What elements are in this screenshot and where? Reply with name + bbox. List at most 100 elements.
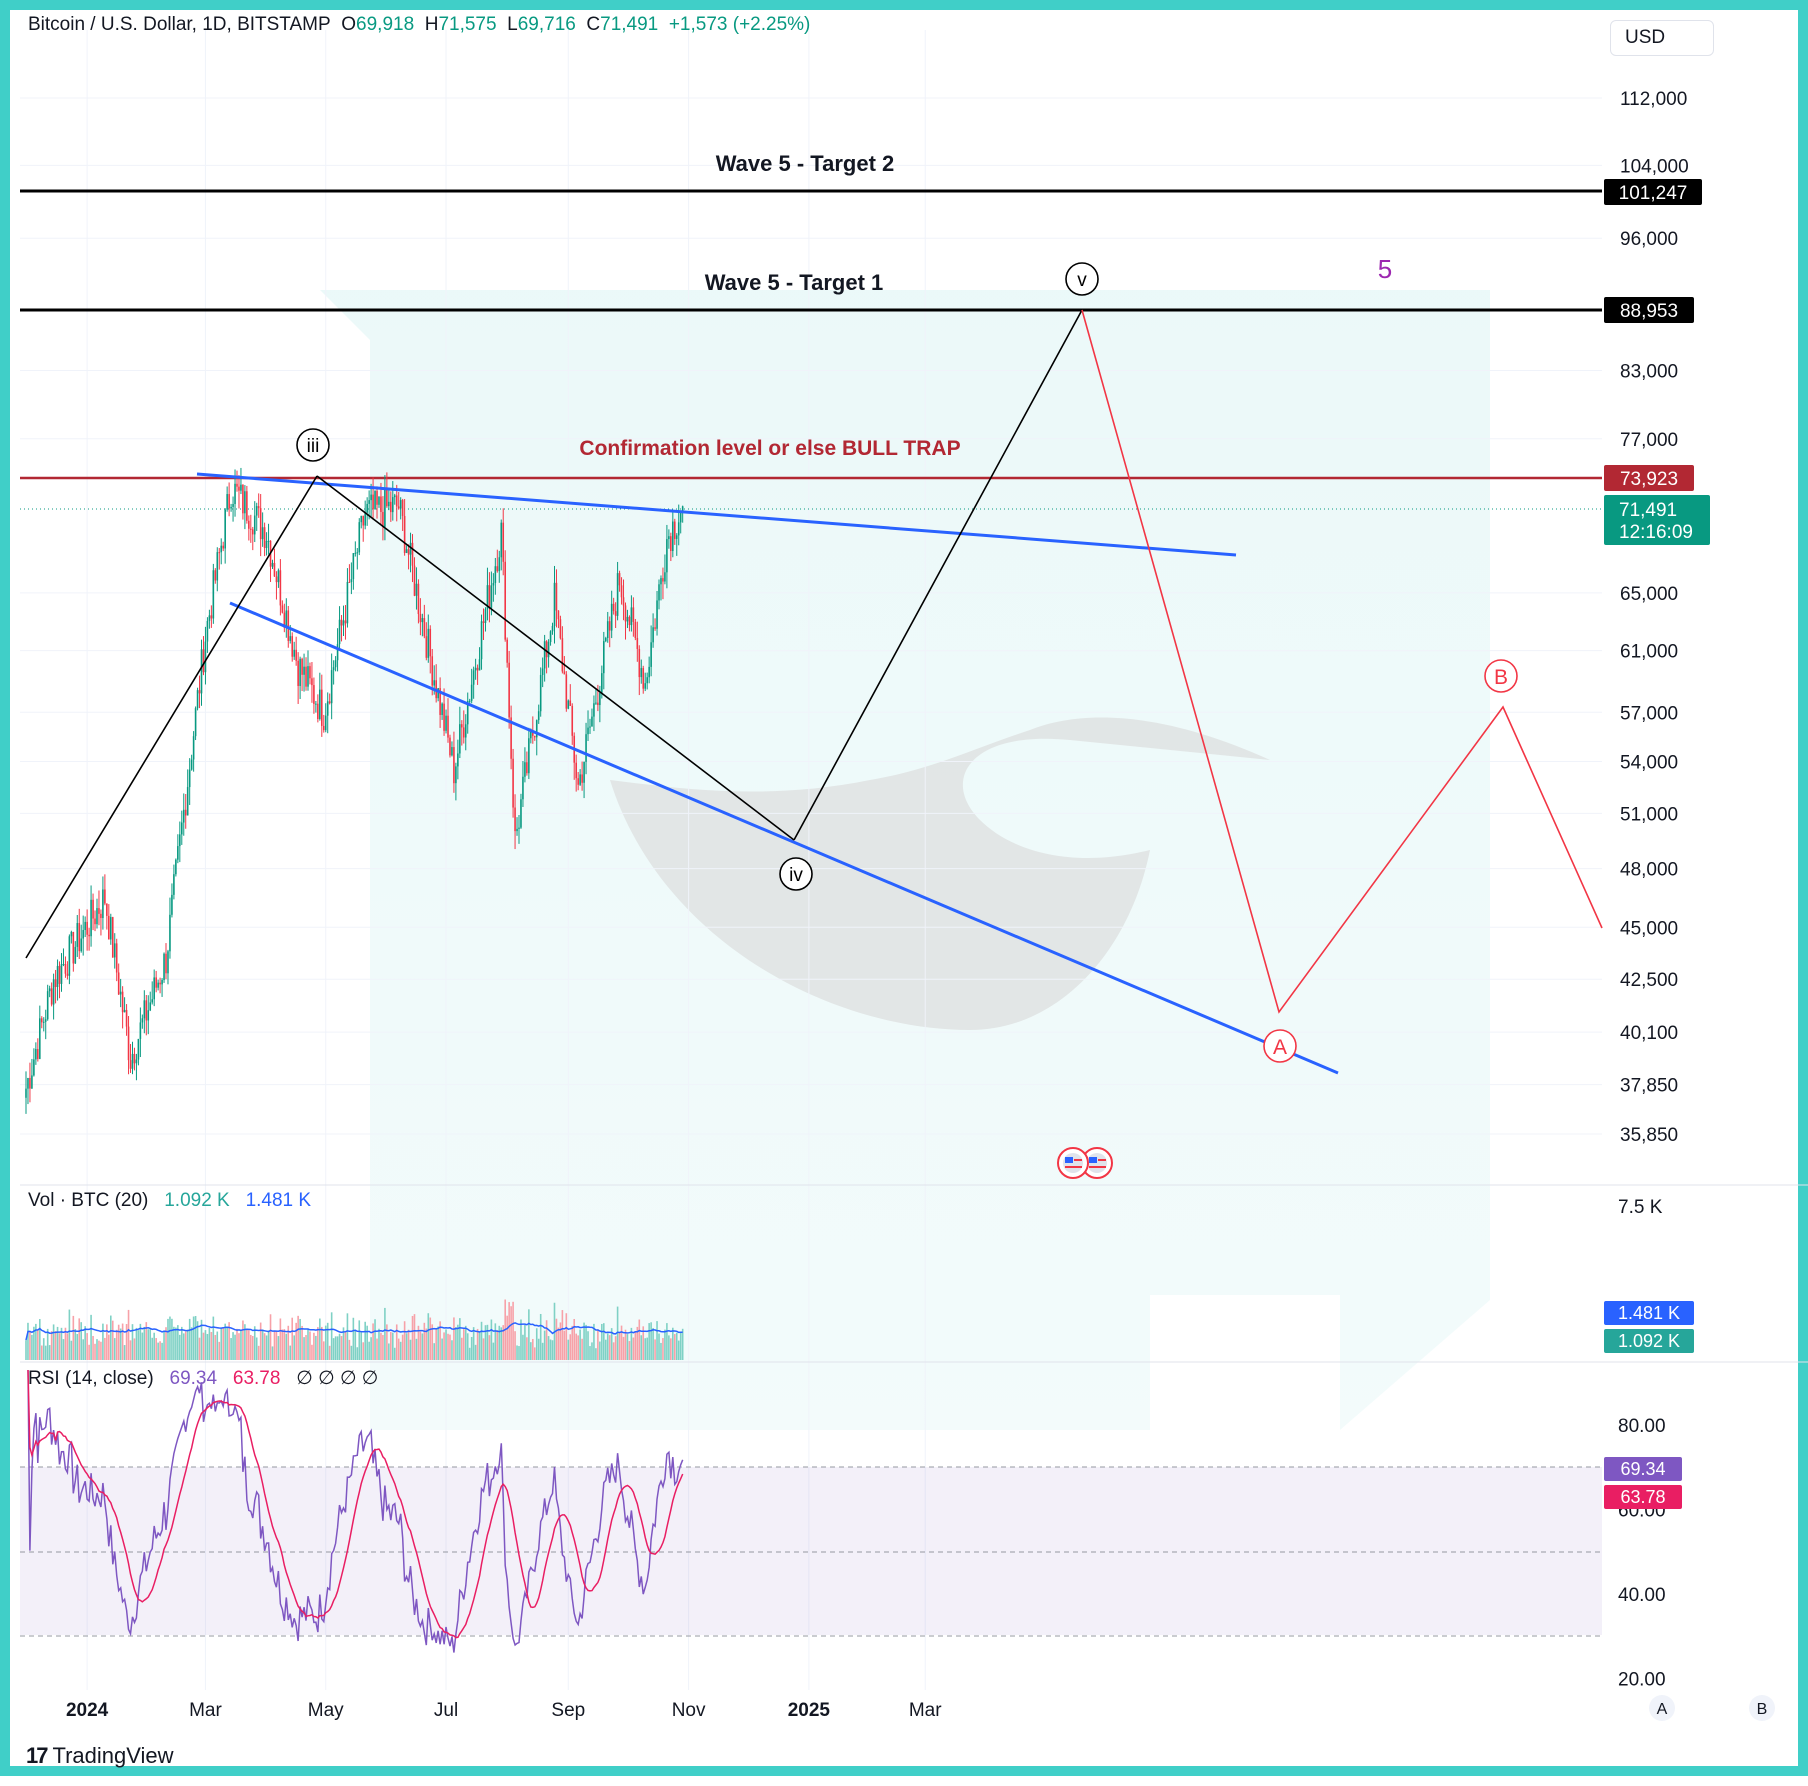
volume-bar bbox=[96, 1339, 98, 1360]
candle-body bbox=[439, 688, 441, 715]
volume-bar bbox=[135, 1327, 138, 1360]
wave-5-label[interactable]: 5 bbox=[1378, 254, 1392, 284]
wave-B-label[interactable]: B bbox=[1484, 659, 1518, 693]
candle-body bbox=[208, 615, 211, 621]
volume-bar bbox=[636, 1326, 639, 1360]
candle-body bbox=[673, 521, 676, 539]
wave-A-label[interactable]: A bbox=[1263, 1029, 1297, 1063]
candle-body bbox=[372, 494, 374, 510]
volume-bar bbox=[591, 1342, 593, 1360]
wave-4-line[interactable] bbox=[316, 475, 795, 841]
volume-bar bbox=[612, 1342, 615, 1360]
volume-bar bbox=[597, 1329, 599, 1360]
candle-body bbox=[541, 668, 544, 675]
wave-v-label[interactable]: v bbox=[1065, 262, 1099, 296]
chart-canvas[interactable]: Wave 5 - Target 2 Wave 5 - Target 1 Conf… bbox=[10, 10, 1808, 1786]
wave-iv-label[interactable]: iv bbox=[779, 857, 813, 891]
candle-body bbox=[419, 614, 422, 623]
volume-bar bbox=[510, 1306, 512, 1360]
candle-body bbox=[182, 809, 185, 823]
volume-legend[interactable]: Vol · BTC (20) 1.092 K 1.481 K bbox=[28, 1190, 311, 1212]
candle-body bbox=[228, 494, 230, 509]
rsi-legend[interactable]: RSI (14, close) 69.34 63.78 ∅ ∅ ∅ ∅ bbox=[28, 1367, 378, 1390]
volume-bar bbox=[151, 1337, 154, 1360]
wave-3-line[interactable] bbox=[25, 475, 318, 959]
candle-body bbox=[139, 1022, 142, 1039]
wedge-upper-trendline[interactable] bbox=[196, 472, 1237, 557]
log-scale-button[interactable]: B bbox=[1749, 1695, 1775, 1721]
volume-bar bbox=[141, 1332, 144, 1360]
volume-bar bbox=[654, 1339, 656, 1360]
volume-bar bbox=[62, 1339, 65, 1360]
candle-body bbox=[583, 761, 585, 783]
currency-selector[interactable]: USD bbox=[1610, 20, 1714, 56]
candle-body bbox=[39, 1018, 41, 1059]
volume-bar bbox=[70, 1340, 73, 1360]
candle-body bbox=[545, 641, 548, 658]
time-tick-label: Jul bbox=[434, 1700, 458, 1721]
volume-bar bbox=[376, 1338, 378, 1360]
target1-annotation: Wave 5 - Target 1 bbox=[705, 270, 884, 295]
price-tick-label: 37,850 bbox=[1620, 1076, 1678, 1097]
volume-bar bbox=[656, 1321, 658, 1360]
us-economic-event-icon[interactable] bbox=[1081, 1147, 1113, 1179]
candle-body bbox=[634, 621, 637, 638]
candle-body bbox=[267, 540, 270, 542]
volume-bar bbox=[102, 1323, 104, 1360]
candle-body bbox=[601, 673, 603, 693]
volume-bar bbox=[380, 1332, 382, 1360]
volume-bar bbox=[490, 1319, 493, 1360]
volume-bar bbox=[522, 1334, 524, 1360]
candle-body bbox=[145, 1000, 148, 1021]
price-axis[interactable]: 112,000 104,000 96,000 83,000 77,000 65,000 61… bbox=[1618, 89, 1689, 1690]
close-value: 71,491 bbox=[600, 14, 659, 35]
volume-bar bbox=[532, 1338, 534, 1360]
time-axis[interactable]: 2024 Mar May Jul Sep Nov 2025 Mar bbox=[66, 1700, 942, 1721]
svg-text:A: A bbox=[1657, 1701, 1668, 1718]
candle-body bbox=[449, 737, 451, 756]
candle-body bbox=[593, 703, 595, 717]
volume-bar bbox=[111, 1320, 114, 1360]
volume-bar bbox=[608, 1335, 611, 1360]
volume-bar bbox=[161, 1342, 163, 1360]
auto-scale-button[interactable]: A bbox=[1649, 1695, 1675, 1721]
candle-body bbox=[587, 727, 589, 735]
candle-body bbox=[251, 529, 254, 535]
volume-bar bbox=[104, 1337, 106, 1360]
volume-bar bbox=[163, 1331, 165, 1360]
volume-bar bbox=[662, 1338, 664, 1360]
wave-5-line[interactable] bbox=[793, 309, 1083, 841]
candle-body bbox=[255, 506, 258, 516]
candle-body bbox=[484, 609, 487, 623]
volume-bar bbox=[273, 1331, 276, 1360]
volume-bar bbox=[407, 1329, 410, 1360]
candle-body bbox=[362, 515, 365, 526]
candle-body bbox=[567, 700, 570, 709]
price-tick-label: 96,000 bbox=[1620, 229, 1678, 250]
volume-bar bbox=[157, 1342, 159, 1360]
candle-body bbox=[173, 874, 175, 895]
candle-body bbox=[113, 943, 116, 958]
volume-bar bbox=[52, 1324, 55, 1360]
tradingview-logo[interactable]: 17 TradingView bbox=[26, 1743, 174, 1769]
volume-ma-line bbox=[25, 1322, 683, 1341]
abc-projection-line[interactable] bbox=[1081, 309, 1603, 1014]
volume-bar bbox=[474, 1344, 477, 1360]
volume-bar bbox=[457, 1324, 459, 1360]
rsi-tick-label: 20.00 bbox=[1618, 1669, 1666, 1690]
symbol-legend[interactable]: Bitcoin / U.S. Dollar, 1D, BITSTAMP O69,… bbox=[28, 14, 810, 36]
volume-bar bbox=[356, 1347, 359, 1360]
candle-body bbox=[518, 827, 520, 829]
wedge-lower-trendline[interactable] bbox=[229, 601, 1339, 1075]
volume-bar bbox=[33, 1326, 35, 1360]
us-economic-event-icon-2[interactable] bbox=[1057, 1147, 1089, 1179]
candle-body bbox=[90, 899, 92, 937]
candle-body bbox=[494, 566, 497, 584]
volume-bar bbox=[451, 1340, 453, 1360]
candle-body bbox=[60, 964, 63, 984]
wave-iii-label[interactable]: iii bbox=[296, 428, 330, 462]
volume-bar bbox=[675, 1332, 678, 1360]
volume-bar bbox=[295, 1322, 297, 1360]
candle-body bbox=[265, 541, 268, 548]
volume-bar bbox=[482, 1338, 485, 1360]
